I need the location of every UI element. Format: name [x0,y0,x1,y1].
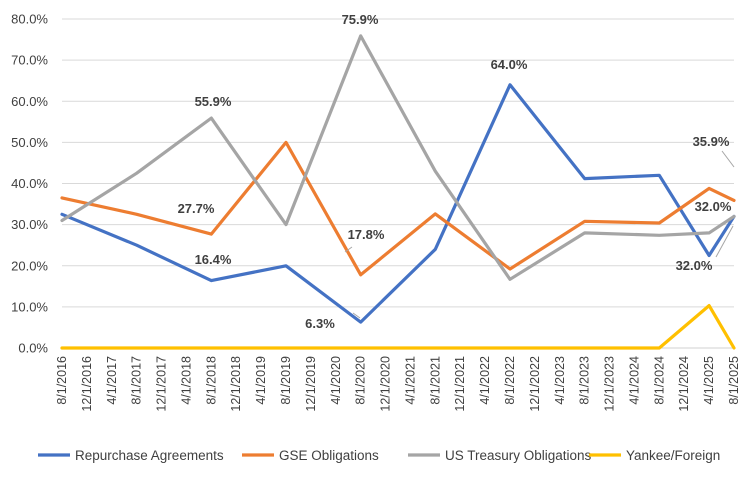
x-tick-label: 12/1/2018 [229,356,243,412]
x-tick-label: 12/1/2022 [528,356,542,412]
x-tick-label: 4/1/2017 [105,356,119,405]
data-label-treasury-2020: 75.9% [342,12,379,27]
x-tick-label: 4/1/2021 [403,356,417,405]
y-tick-label: 80.0% [11,12,48,27]
y-tick-label: 30.0% [11,217,48,232]
data-label-treasury-2025: 32.0% [676,258,713,273]
y-axis-ticks: 0.0% 10.0% 20.0% 30.0% 40.0% 50.0% 60.0% 70.0% 8… [11,12,48,356]
x-tick-label: 8/1/2019 [279,356,293,405]
data-label-repo-2025: 32.0% [695,199,732,214]
x-tick-label: 8/1/2023 [578,356,592,405]
series-line-1 [60,140,736,277]
leader-treasury-2025 [715,225,734,258]
y-tick-label: 50.0% [11,135,48,150]
x-tick-label: 4/1/2023 [553,356,567,405]
data-labels: 55.9% 27.7% 16.4% 75.9% 17.8% 6.3% 64.0%… [178,12,732,331]
y-tick-label: 10.0% [11,299,48,314]
x-tick-label: 8/1/2024 [652,356,666,405]
series-line-3 [60,304,736,350]
x-tick-label: 8/1/2021 [428,356,442,405]
data-label-gse-2018: 27.7% [178,201,215,216]
data-label-repo-2018: 16.4% [195,252,232,267]
y-tick-label: 0.0% [18,341,48,356]
data-label-gse-2020: 17.8% [348,227,385,242]
x-tick-label: 8/1/2025 [727,356,741,405]
x-tick-label: 4/1/2022 [478,356,492,405]
data-label-repo-2020: 6.3% [305,316,335,331]
x-tick-label: 12/1/2023 [603,356,617,412]
x-tick-label: 8/1/2022 [503,356,517,405]
series-lines [60,34,736,350]
data-label-treasury-2018: 55.9% [195,94,232,109]
x-tick-label: 8/1/2016 [55,356,69,405]
x-tick-label: 12/1/2017 [155,356,169,412]
x-tick-label: 4/1/2018 [179,356,193,405]
gridlines [62,18,734,349]
x-tick-label: 8/1/2018 [204,356,218,405]
legend: Repurchase Agreements GSE Obligations US T… [38,448,720,463]
x-tick-label: 12/1/2024 [677,356,691,412]
data-label-gse-2025: 35.9% [693,134,730,149]
x-tick-label: 4/1/2019 [254,356,268,405]
x-tick-label: 8/1/2017 [130,356,144,405]
data-label-repo-2022: 64.0% [491,57,528,72]
legend-label-2: US Treasury Obligations [445,448,592,463]
y-tick-label: 20.0% [11,258,48,273]
legend-label-3: Yankee/Foreign [626,448,720,463]
x-tick-label: 12/1/2016 [80,356,94,412]
legend-label-1: GSE Obligations [279,448,379,463]
series-line-0 [60,83,736,324]
y-tick-label: 70.0% [11,53,48,68]
x-axis-ticks: 8/1/2016 12/1/2016 4/1/2017 8/1/2017 12/1/20… [55,356,741,412]
leader-gse-2020 [344,246,353,253]
x-tick-label: 12/1/2019 [304,356,318,412]
legend-label-0: Repurchase Agreements [75,448,224,463]
x-tick-label: 4/1/2025 [702,356,716,405]
label-leader-lines [344,150,735,319]
leader-repo-2020 [352,312,361,319]
y-tick-label: 40.0% [11,176,48,191]
y-tick-label: 60.0% [11,94,48,109]
x-tick-label: 8/1/2020 [354,356,368,405]
series-line-2 [60,34,736,281]
x-tick-label: 4/1/2024 [627,356,641,405]
x-tick-label: 4/1/2020 [329,356,343,405]
x-tick-label: 12/1/2020 [379,356,393,412]
leader-gse-2025 [721,150,735,168]
x-tick-label: 12/1/2021 [453,356,467,412]
